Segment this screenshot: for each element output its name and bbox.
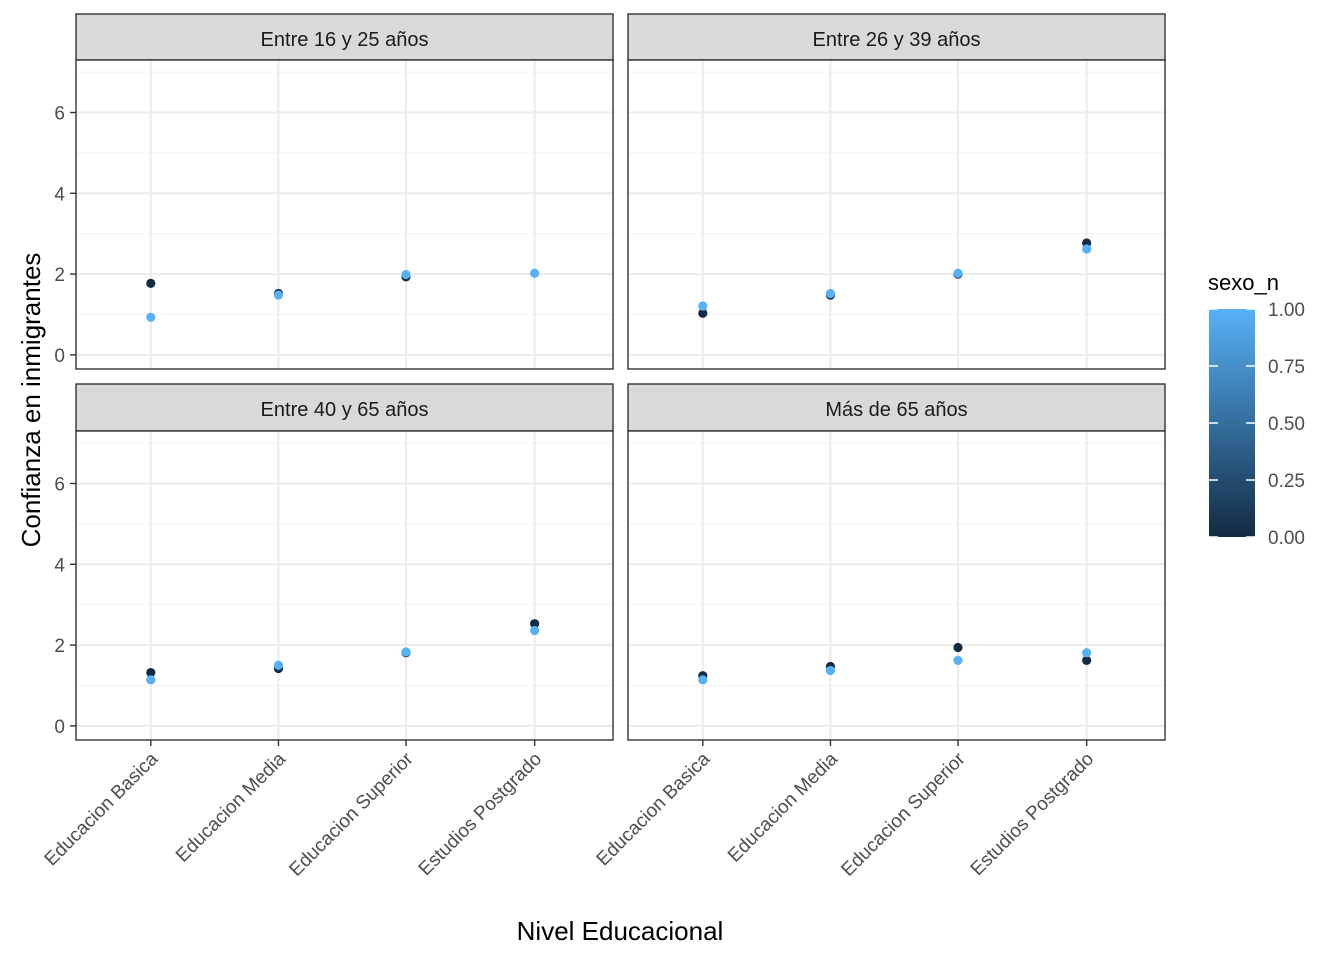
facet-strip [627,13,1166,61]
data-point [825,288,836,299]
y-tick-label: 0 [54,346,65,367]
legend-tick-label: 0.00 [1268,528,1305,549]
x-tick-label: Estudios Postgrado [415,749,546,880]
data-point [530,268,540,278]
x-tick-label: Educacion Media [172,748,290,866]
facet-title: Entre 16 y 25 años [261,29,429,51]
legend-tick-label: 1.00 [1268,300,1305,321]
color-legend: sexo_n 0.00 0.25 0.50 0.75 1.00 [1208,270,1305,549]
data-point [1082,244,1092,254]
facet-strip [75,13,614,61]
x-tick-label: Educacion Superior [837,748,970,881]
legend-title: sexo_n [1208,270,1279,295]
x-tick-label: Estudios Postgrado [967,749,1098,880]
y-tick-label: 2 [54,636,65,657]
facet-panel: Entre 40 y 65 años 0 2 4 6 [54,383,614,746]
panel-background [76,431,613,740]
facet-panel: Entre 26 y 39 años [627,13,1166,370]
x-tick-label: Educacion Superior [285,748,418,881]
facet-strip [75,383,614,432]
facet-title: Entre 26 y 39 años [813,29,981,51]
facet-strip [627,383,1166,432]
x-axis-tick-labels: Educacion Basica Educacion MediaEducacion… [41,748,1099,881]
data-point [953,655,963,666]
facet-title: Entre 40 y 65 años [261,399,429,421]
data-point [698,301,708,311]
facet-panel: Más de 65 años [627,383,1166,746]
y-axis-title: Confianza en inmigrantes [16,253,46,548]
panel-background [628,431,1165,740]
data-point [1082,655,1092,666]
facet-panels: Entre 16 y 25 años 0 2 4 6 Entre 26 y 39 años… [54,13,1166,746]
data-point [530,619,540,629]
x-tick-label: Educacion Media [724,748,842,866]
data-point [953,642,963,653]
y-tick-label: 2 [54,265,65,286]
data-point [825,665,836,676]
x-tick-label: Educacion Basica [593,748,715,870]
data-point [146,278,156,288]
y-tick-label: 6 [54,104,65,125]
data-point [401,647,411,657]
data-point [1082,648,1092,658]
panel-background [628,60,1165,369]
facet-title: Más de 65 años [825,399,967,421]
y-tick-label: 4 [54,184,65,205]
x-tick-label: Educacion Basica [41,748,163,870]
panel-background [76,60,613,369]
data-point [401,269,411,280]
data-point [146,667,156,678]
data-point [273,660,284,670]
panel-border [627,59,1166,370]
panel-border [75,430,614,741]
data-point [698,675,708,685]
x-axis-title: Nivel Educacional [517,916,724,946]
y-tick-label: 0 [54,717,65,738]
y-tick-label: 4 [54,555,65,576]
legend-tick-label: 0.50 [1268,414,1305,435]
panel-border [627,430,1166,741]
facet-panel: Entre 16 y 25 años 0 2 4 6 [54,13,614,370]
data-point [146,312,156,322]
legend-ticks: 0.00 0.25 0.50 0.75 1.00 [1209,300,1305,549]
panel-border [75,59,614,370]
data-point [273,290,284,300]
data-point [698,308,708,318]
legend-tick-label: 0.75 [1268,357,1305,378]
data-point [146,675,156,685]
data-point [530,625,540,636]
data-point [953,268,963,278]
y-tick-label: 6 [54,475,65,496]
legend-tick-label: 0.25 [1268,471,1305,492]
